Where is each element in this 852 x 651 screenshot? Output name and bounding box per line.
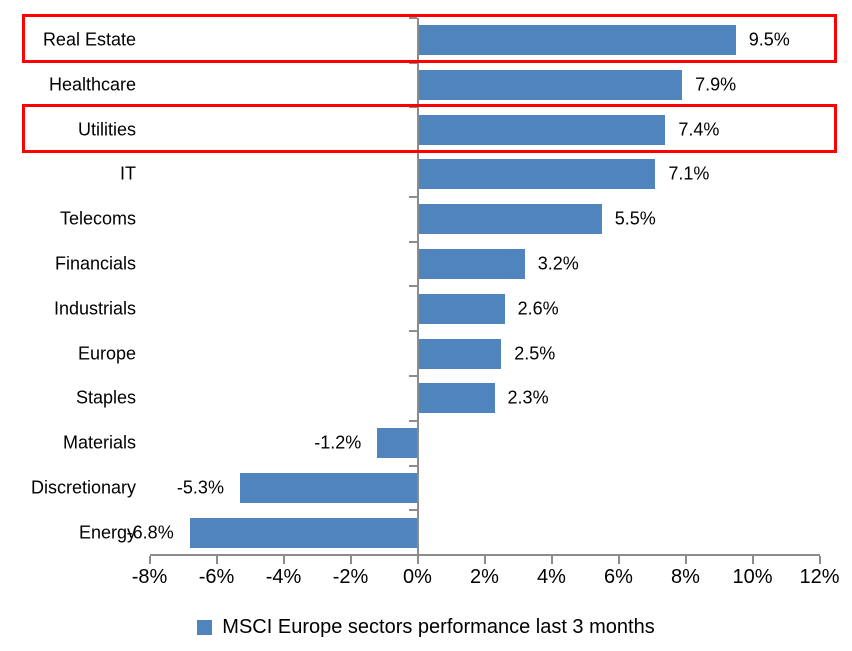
- bar: [417, 114, 666, 145]
- value-label: 2.6%: [517, 298, 559, 319]
- value-label: -6.8%: [126, 522, 174, 543]
- bar: [417, 293, 505, 324]
- category-axis-tick: [408, 374, 417, 377]
- category-label: Staples: [75, 387, 136, 408]
- highlight-box: [22, 14, 837, 64]
- category-axis-tick: [408, 509, 417, 512]
- x-axis-tick: [550, 556, 553, 564]
- bar: [417, 159, 656, 190]
- legend-marker: [197, 619, 213, 635]
- x-axis-tick: [684, 556, 687, 564]
- x-axis-tick-label: -4%: [265, 566, 302, 588]
- value-label: 2.3%: [507, 387, 549, 408]
- x-axis-tick-label: 4%: [537, 566, 566, 588]
- x-axis-tick: [148, 556, 151, 564]
- category-label: Europe: [77, 343, 136, 364]
- x-axis-tick: [349, 556, 352, 564]
- category-label: Discretionary: [30, 477, 136, 498]
- highlight-box: [22, 103, 837, 153]
- category-label: Healthcare: [48, 74, 136, 95]
- legend: MSCI Europe sectors performance last 3 m…: [0, 610, 852, 644]
- value-label: 2.5%: [514, 343, 556, 364]
- x-axis-tick: [483, 556, 486, 564]
- legend-label: MSCI Europe sectors performance last 3 m…: [222, 615, 655, 638]
- x-axis-tick-label: 2%: [470, 566, 499, 588]
- x-axis-tick-label: 8%: [671, 566, 700, 588]
- category-axis-tick: [408, 240, 417, 243]
- x-axis-tick: [617, 556, 620, 564]
- value-label: 9.5%: [748, 29, 790, 50]
- category-label: IT: [120, 163, 136, 184]
- category-axis-tick: [408, 106, 417, 109]
- category-axis-tick: [408, 285, 417, 288]
- bar: [377, 428, 418, 459]
- x-axis-line: [149, 554, 820, 556]
- category-label: Telecoms: [59, 208, 136, 229]
- bar: [417, 25, 736, 56]
- category-label: Materials: [62, 432, 136, 453]
- category-axis-tick: [408, 195, 417, 198]
- value-label: -1.2%: [314, 432, 362, 453]
- x-axis-tick: [751, 556, 754, 564]
- bar: [239, 472, 418, 503]
- category-label: Utilities: [77, 119, 136, 140]
- category-label: Real Estate: [42, 29, 136, 50]
- x-axis-tick: [282, 556, 285, 564]
- category-label: Industrials: [53, 298, 136, 319]
- x-axis-tick-label: 12%: [799, 566, 840, 588]
- value-label: 3.2%: [537, 253, 579, 274]
- bar: [417, 69, 683, 100]
- x-axis-tick-label: -6%: [198, 566, 235, 588]
- bar: [417, 383, 495, 414]
- x-axis-tick-label: 10%: [732, 566, 773, 588]
- bar: [417, 249, 525, 280]
- bar: [189, 517, 418, 548]
- category-axis-tick: [408, 464, 417, 467]
- category-axis-tick: [408, 330, 417, 333]
- x-axis-tick-label: -8%: [131, 566, 168, 588]
- value-label: 7.9%: [695, 74, 737, 95]
- y-axis-line: [416, 17, 419, 555]
- x-axis-tick: [416, 556, 419, 564]
- category-label: Financials: [54, 253, 136, 274]
- x-axis-tick: [215, 556, 218, 564]
- bar: [417, 204, 602, 235]
- value-label: 7.1%: [668, 163, 710, 184]
- x-axis-tick-label: -2%: [332, 566, 369, 588]
- x-axis-tick-label: 0%: [403, 566, 432, 588]
- x-axis-tick-label: 6%: [604, 566, 633, 588]
- category-axis-tick: [408, 419, 417, 422]
- value-label: 5.5%: [614, 208, 656, 229]
- category-label: Energy: [78, 522, 136, 543]
- value-label: -5.3%: [176, 477, 224, 498]
- bar: [417, 338, 502, 369]
- category-axis-tick: [408, 16, 417, 19]
- x-axis-tick: [818, 556, 821, 564]
- value-label: 7.4%: [678, 119, 720, 140]
